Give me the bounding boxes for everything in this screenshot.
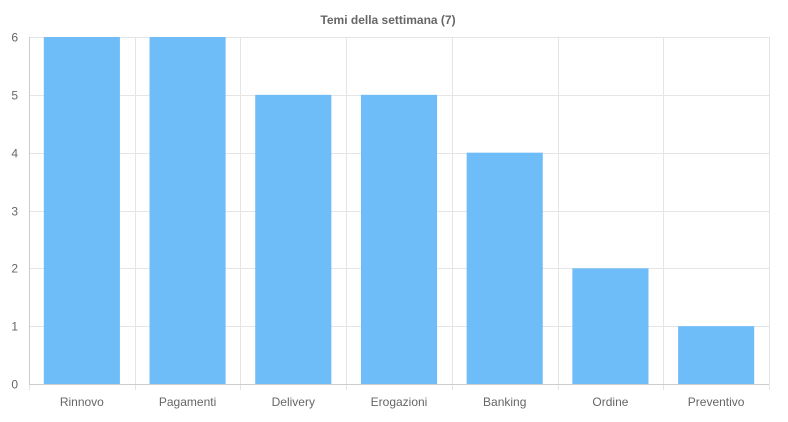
y-tick-label: 3	[11, 205, 18, 219]
bar-layer	[43, 37, 755, 384]
y-tick-label: 4	[11, 147, 18, 161]
x-tick-label: Banking	[483, 395, 526, 409]
label-layer: 0 1 2 3 4 5 6 Rinnovo Pagamenti Delivery Erogazion…	[11, 31, 745, 410]
y-tick-label: 1	[11, 320, 18, 334]
x-tick-label: Rinnovo	[60, 395, 104, 409]
axis-layer	[29, 37, 769, 385]
y-tick-label: 0	[11, 378, 18, 392]
x-tick-label: Delivery	[272, 395, 315, 409]
bar[interactable]	[255, 94, 332, 384]
y-tick-label: 6	[11, 31, 18, 45]
x-tick-label: Preventivo	[688, 395, 745, 409]
y-tick-label: 2	[11, 262, 18, 276]
x-tick-label: Ordine	[592, 395, 628, 409]
y-tick-label: 5	[11, 89, 18, 103]
bar[interactable]	[572, 268, 649, 384]
bar[interactable]	[678, 326, 755, 384]
bar[interactable]	[43, 37, 120, 384]
x-tick-label: Pagamenti	[159, 395, 216, 409]
bar[interactable]	[360, 94, 438, 384]
bar[interactable]	[149, 37, 226, 384]
bar[interactable]	[466, 152, 543, 384]
x-tick-label: Erogazioni	[371, 395, 428, 409]
chart-title: Temi della settimana (7)	[320, 13, 455, 27]
